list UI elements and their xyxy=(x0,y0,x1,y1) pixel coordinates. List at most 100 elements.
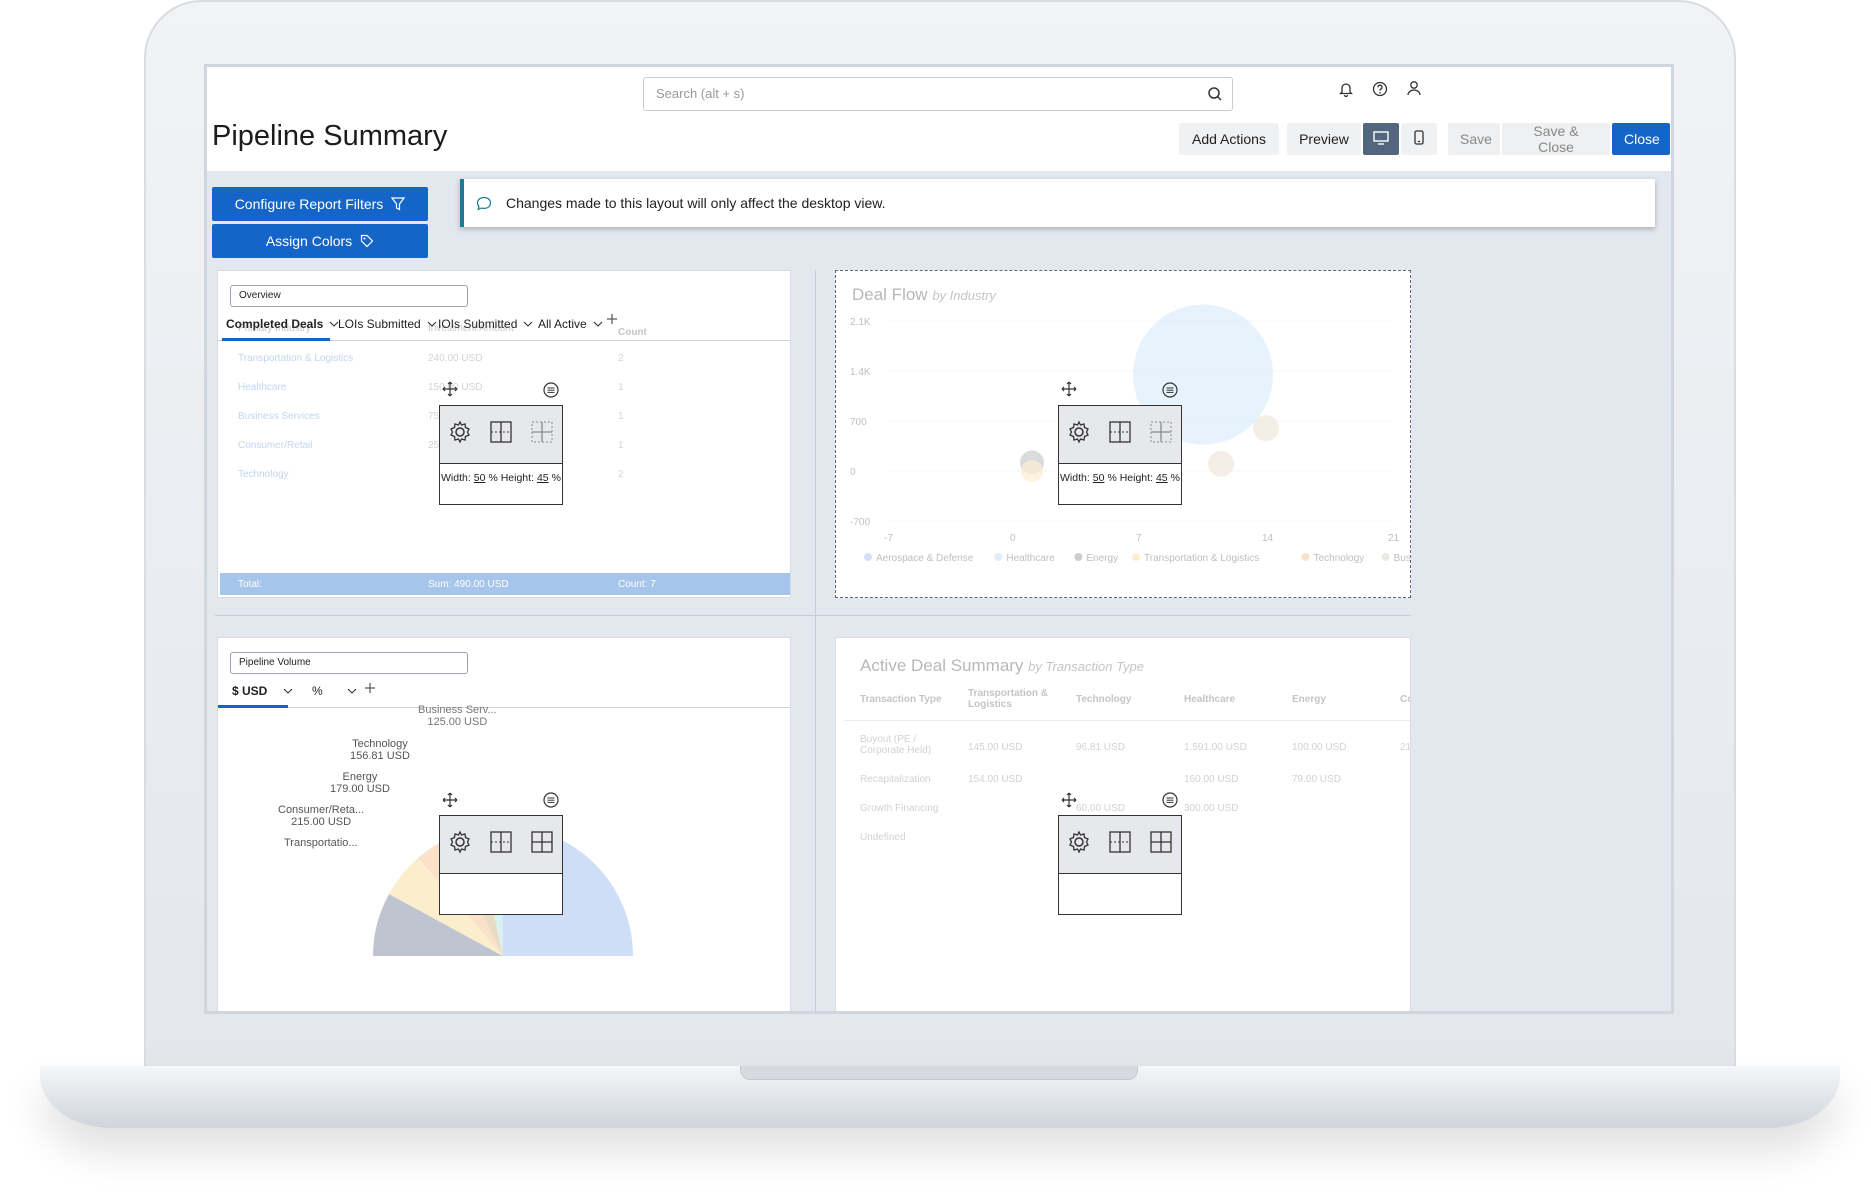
table-cell: Buyout (PE / Corporate Held) xyxy=(860,734,932,756)
width-value[interactable]: 50 xyxy=(1092,472,1105,484)
info-banner: Changes made to this layout will only af… xyxy=(460,179,1655,227)
chart-subtitle: by Industry xyxy=(932,288,996,303)
table-cell: 240.00 USD xyxy=(428,353,483,364)
tab-usd[interactable]: $ USD xyxy=(232,684,293,698)
menu-icon[interactable] xyxy=(540,379,562,401)
size-readout: Width: 50% Height: 45% xyxy=(440,472,561,484)
layout-split-icon[interactable] xyxy=(489,420,513,449)
gear-icon[interactable] xyxy=(1067,420,1091,449)
assign-colors-label: Assign Colors xyxy=(265,233,353,249)
add-actions-button[interactable]: Add Actions xyxy=(1179,123,1279,155)
width-value[interactable]: 50 xyxy=(473,472,486,484)
app-screen: Pipeline Summary Add Actions Preview Sav… xyxy=(204,64,1674,1014)
legend-swatch xyxy=(1074,553,1083,561)
user-icon[interactable] xyxy=(1403,77,1425,99)
table-cell: 160.00 USD xyxy=(1184,774,1239,785)
height-value[interactable]: 45 xyxy=(1155,472,1168,484)
layout-grid-icon[interactable] xyxy=(1149,420,1173,449)
chevron-down-icon xyxy=(523,321,533,327)
panel-name-input[interactable]: Pipeline Volume xyxy=(230,652,468,674)
save-button[interactable]: Save xyxy=(1448,123,1500,155)
move-icon[interactable] xyxy=(439,378,461,400)
tab-completed-deals[interactable]: Completed Deals xyxy=(226,317,339,331)
legend-swatch xyxy=(994,553,1003,561)
legend-label: Business Services xyxy=(1394,553,1411,564)
tab-label: All Active xyxy=(538,317,587,331)
add-tab-icon[interactable] xyxy=(606,313,618,325)
gear-icon[interactable] xyxy=(448,420,472,449)
layout-grid-icon[interactable] xyxy=(1149,830,1173,859)
panel-size-controls: Width: 50% Height: 45% xyxy=(1058,405,1182,505)
assign-colors-button[interactable]: Assign Colors xyxy=(212,224,428,258)
panel-name-input[interactable]: Overview xyxy=(230,285,468,307)
footer-count: Count: 7 xyxy=(618,579,656,590)
save-close-button[interactable]: Save & Close xyxy=(1502,123,1610,155)
desktop-view-button[interactable] xyxy=(1363,123,1399,155)
layout-split-icon[interactable] xyxy=(1108,420,1132,449)
y-tick-label: 700 xyxy=(850,417,867,428)
table-header: Energy xyxy=(1292,694,1326,705)
legend-label: Energy xyxy=(1086,553,1118,564)
y-tick-label: -700 xyxy=(850,517,870,528)
legend-swatch xyxy=(1381,553,1390,561)
pie-label: Business Serv... 125.00 USD xyxy=(418,704,497,728)
move-icon[interactable] xyxy=(1058,789,1080,811)
page-title: Pipeline Summary xyxy=(212,120,448,152)
table-cell: Technology xyxy=(238,469,289,480)
layout-grid-icon[interactable] xyxy=(530,420,554,449)
desktop-icon xyxy=(1373,130,1389,145)
search-input[interactable] xyxy=(656,86,1176,101)
table-cell: Transportation & Logistics xyxy=(238,353,354,364)
menu-icon[interactable] xyxy=(1159,789,1181,811)
bell-icon[interactable] xyxy=(1335,78,1357,100)
layout-grid-icon[interactable] xyxy=(530,830,554,859)
table-footer: Total: Sum: 490.00 USD Count: 7 xyxy=(220,573,790,595)
search-icon[interactable] xyxy=(1204,83,1226,105)
legend-swatch xyxy=(864,553,872,561)
gear-icon[interactable] xyxy=(1067,830,1091,859)
help-icon[interactable] xyxy=(1369,78,1391,100)
table-cell: 96.81 USD xyxy=(1076,742,1125,753)
size-readout: Width: 50% Height: 45% xyxy=(1059,472,1180,484)
tab-percent[interactable]: % xyxy=(312,684,357,698)
chevron-down-icon xyxy=(329,321,339,327)
move-icon[interactable] xyxy=(439,789,461,811)
mobile-view-button[interactable] xyxy=(1401,123,1437,155)
layout-divider-vertical[interactable] xyxy=(815,270,816,1011)
laptop-notch xyxy=(740,1066,1138,1080)
close-button[interactable]: Close xyxy=(1612,123,1670,155)
height-value[interactable]: 45 xyxy=(536,472,549,484)
x-tick-label: 21 xyxy=(1388,533,1400,544)
tab-all-active[interactable]: All Active xyxy=(538,317,603,331)
table-header: Co xyxy=(1400,694,1410,705)
tab-iois-submitted[interactable]: IOIs Submitted xyxy=(438,317,533,331)
chart-title-text: Deal Flow xyxy=(852,285,928,304)
chart-title: Deal Flow by Industry xyxy=(852,285,996,305)
chevron-down-icon xyxy=(283,688,293,694)
x-tick-label: 7 xyxy=(1136,533,1142,544)
layout-divider-horizontal[interactable] xyxy=(215,615,1411,616)
tab-lois-submitted[interactable]: LOIs Submitted xyxy=(338,317,437,331)
filter-icon xyxy=(391,197,406,211)
summary-subtitle: by Transaction Type xyxy=(1028,659,1145,674)
legend-label: Aerospace & Defense xyxy=(876,553,974,564)
layout-split-icon[interactable] xyxy=(489,830,513,859)
active-tab-indicator xyxy=(222,338,330,341)
menu-icon[interactable] xyxy=(1159,379,1181,401)
menu-icon[interactable] xyxy=(540,789,562,811)
preview-button[interactable]: Preview xyxy=(1287,123,1361,155)
add-tab-icon[interactable] xyxy=(364,682,376,694)
ghost-header: Count xyxy=(618,327,647,338)
tag-icon xyxy=(361,234,374,248)
layout-split-icon[interactable] xyxy=(1108,830,1132,859)
gear-icon[interactable] xyxy=(448,830,472,859)
table-cell: 145.00 USD xyxy=(968,742,1023,753)
footer-sum: Sum: 490.00 USD xyxy=(428,579,509,590)
table-header: Transportation & Logistics xyxy=(968,688,1049,710)
y-tick-label: 1.4K xyxy=(850,367,871,378)
search-box[interactable] xyxy=(643,77,1233,111)
configure-report-filters-button[interactable]: Configure Report Filters xyxy=(212,187,428,221)
overview-tabs: Completed Deals LOIs Submitted IOIs Subm… xyxy=(218,313,790,341)
move-icon[interactable] xyxy=(1058,378,1080,400)
table-cell: Healthcare xyxy=(238,382,287,393)
